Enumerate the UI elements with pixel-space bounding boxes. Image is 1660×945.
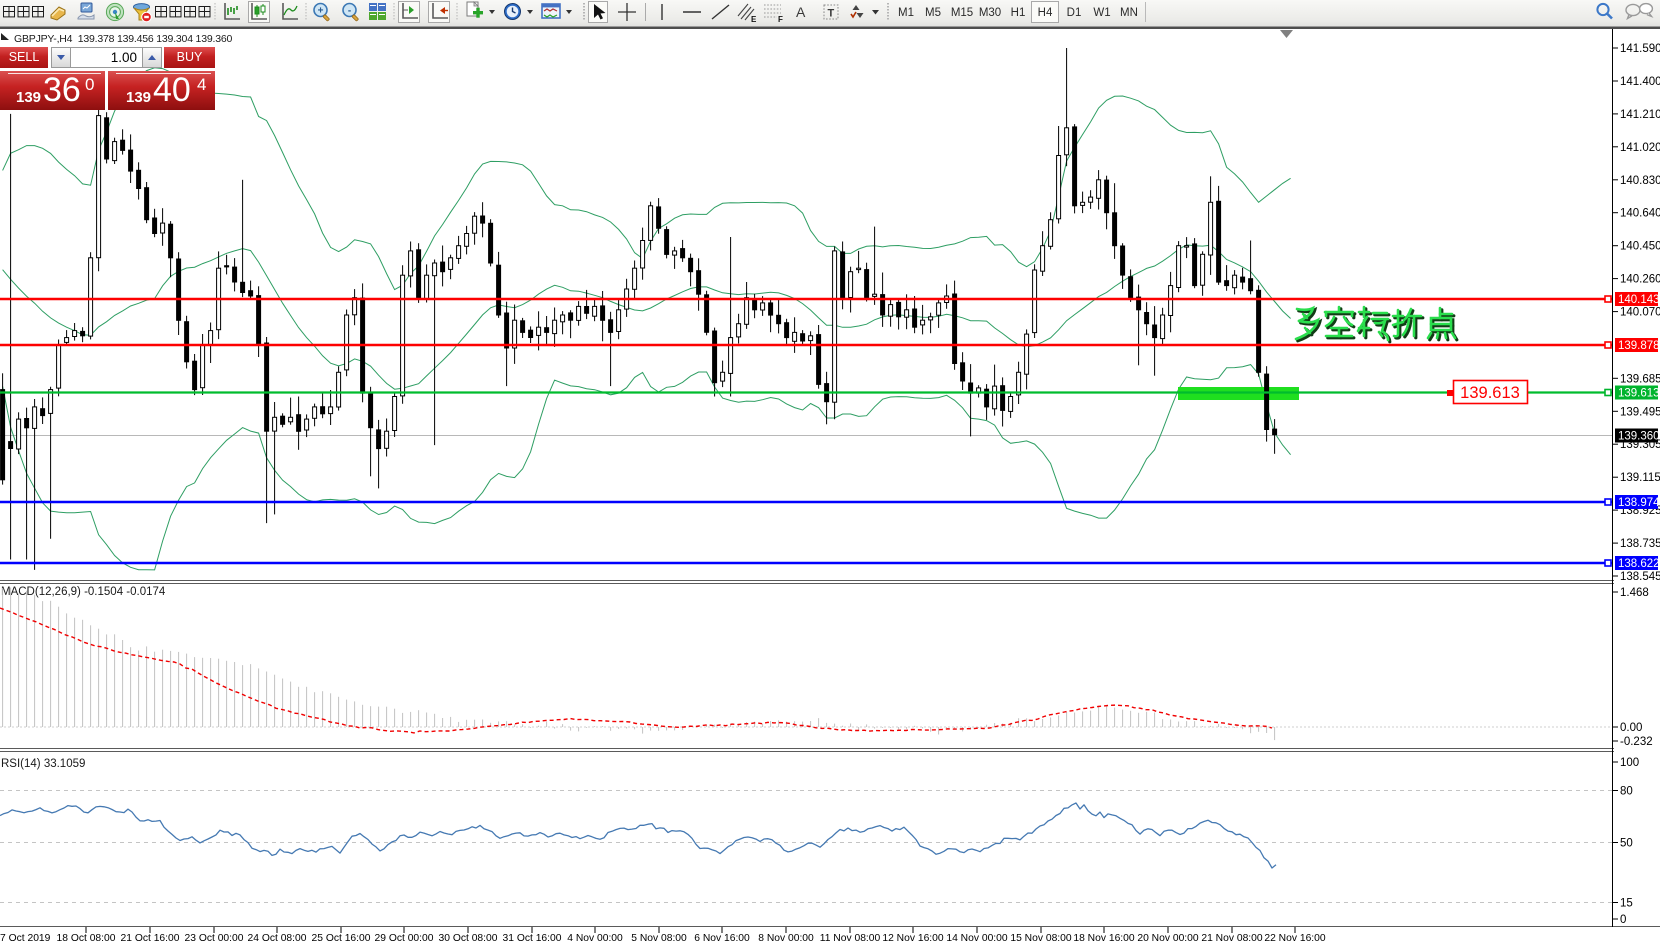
svg-text:80: 80	[1620, 786, 1633, 798]
svg-text:141.210: 141.210	[1620, 109, 1660, 121]
svg-text:11 Nov 08:00: 11 Nov 08:00	[820, 933, 881, 944]
svg-text:0: 0	[1620, 914, 1626, 926]
svg-text:50: 50	[1620, 838, 1633, 850]
svg-text:-: -	[348, 6, 351, 17]
svg-text:23 Oct 00:00: 23 Oct 00:00	[185, 933, 244, 944]
svg-text:139.613: 139.613	[1618, 388, 1660, 400]
svg-text:139.115: 139.115	[1620, 472, 1660, 484]
svg-text:100: 100	[1620, 757, 1639, 769]
svg-text:RSI(14) 33.1059: RSI(14) 33.1059	[1, 758, 85, 770]
svg-text:140.450: 140.450	[1620, 241, 1660, 253]
svg-text:139.613: 139.613	[1460, 384, 1520, 402]
svg-text:18 Oct 08:00: 18 Oct 08:00	[57, 933, 116, 944]
svg-text:25 Oct 16:00: 25 Oct 16:00	[312, 933, 371, 944]
svg-text:14 Nov 00:00: 14 Nov 00:00	[946, 933, 1008, 944]
svg-text:H4: H4	[1038, 7, 1053, 19]
svg-text:12 Nov 16:00: 12 Nov 16:00	[882, 933, 944, 944]
svg-text:D1: D1	[1067, 7, 1082, 19]
svg-text:H1: H1	[1011, 7, 1026, 19]
svg-text:140.143: 140.143	[1618, 294, 1660, 306]
svg-text:22 Nov 16:00: 22 Nov 16:00	[1264, 933, 1326, 944]
svg-text:141.020: 141.020	[1620, 142, 1660, 154]
svg-text:21 Oct 16:00: 21 Oct 16:00	[121, 933, 180, 944]
svg-text:18 Nov 16:00: 18 Nov 16:00	[1073, 933, 1135, 944]
svg-text:-0.232: -0.232	[1620, 736, 1653, 748]
svg-text:T: T	[828, 8, 835, 20]
svg-text:1.468: 1.468	[1620, 587, 1649, 599]
svg-text:W1: W1	[1093, 7, 1110, 19]
svg-text:141.400: 141.400	[1620, 76, 1660, 88]
svg-text:8 Nov 00:00: 8 Nov 00:00	[758, 933, 814, 944]
svg-text:F: F	[778, 15, 783, 24]
svg-text:138.974: 138.974	[1618, 497, 1660, 509]
svg-text:31 Oct 16:00: 31 Oct 16:00	[503, 933, 562, 944]
svg-text:M30: M30	[979, 7, 1001, 19]
svg-text:139.878: 139.878	[1618, 340, 1660, 352]
svg-text:E: E	[751, 15, 757, 24]
svg-text:140.830: 140.830	[1620, 175, 1660, 187]
svg-text:139.685: 139.685	[1620, 373, 1660, 385]
svg-text:M1: M1	[898, 7, 914, 19]
svg-text:M15: M15	[951, 7, 973, 19]
svg-text:141.590: 141.590	[1620, 43, 1660, 55]
svg-text:M5: M5	[925, 7, 941, 19]
svg-text:138.545: 138.545	[1620, 571, 1660, 583]
svg-text:6 Nov 16:00: 6 Nov 16:00	[694, 933, 750, 944]
svg-text:140.070: 140.070	[1620, 307, 1660, 319]
svg-text:139.360: 139.360	[1618, 431, 1660, 443]
svg-text:20 Nov 00:00: 20 Nov 00:00	[1137, 933, 1199, 944]
svg-text:29 Oct 00:00: 29 Oct 00:00	[375, 933, 434, 944]
svg-text:MACD(12,26,9) -0.1504 -0.0174: MACD(12,26,9) -0.1504 -0.0174	[1, 586, 166, 598]
svg-text:140.640: 140.640	[1620, 208, 1660, 220]
svg-text:MN: MN	[1120, 7, 1138, 19]
svg-text:30 Oct 08:00: 30 Oct 08:00	[439, 933, 498, 944]
svg-text:0.00: 0.00	[1620, 722, 1642, 734]
svg-text:138.735: 138.735	[1620, 538, 1660, 550]
svg-text:7 Oct 2019: 7 Oct 2019	[0, 933, 51, 944]
svg-text:15 Nov 08:00: 15 Nov 08:00	[1010, 933, 1072, 944]
svg-text:140.260: 140.260	[1620, 274, 1660, 286]
svg-text:A: A	[796, 4, 806, 20]
svg-text:15: 15	[1620, 898, 1633, 910]
svg-text:5 Nov 08:00: 5 Nov 08:00	[631, 933, 687, 944]
svg-text:4 Nov 00:00: 4 Nov 00:00	[567, 933, 623, 944]
svg-text:+: +	[318, 6, 324, 17]
svg-text:21 Nov 08:00: 21 Nov 08:00	[1201, 933, 1263, 944]
svg-text:138.622: 138.622	[1618, 558, 1660, 570]
svg-text:24 Oct 08:00: 24 Oct 08:00	[248, 933, 307, 944]
svg-text:139.495: 139.495	[1620, 406, 1660, 418]
